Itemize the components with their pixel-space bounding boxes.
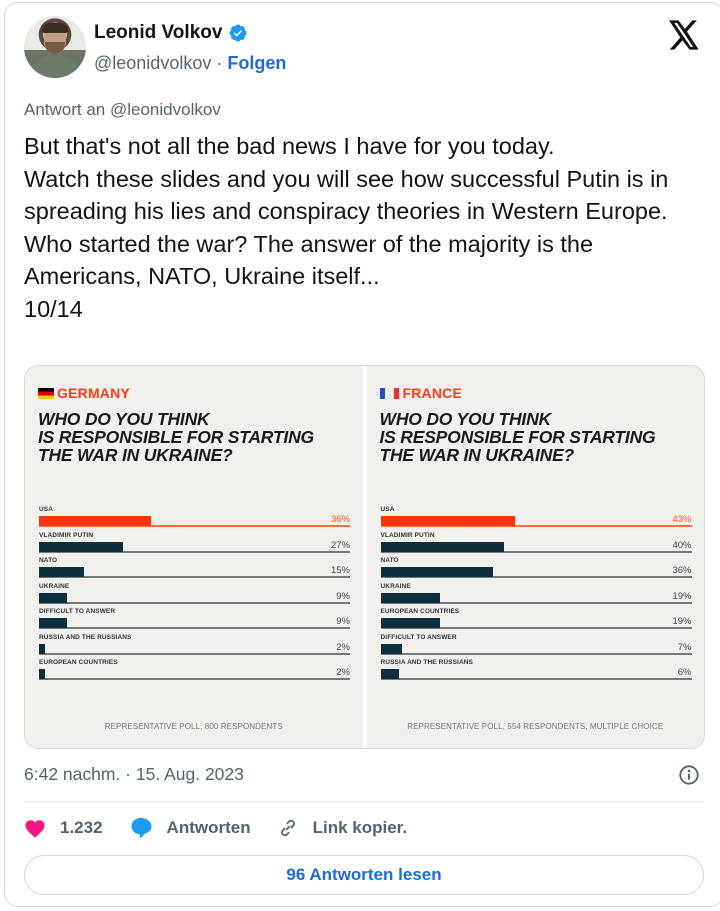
media-grid[interactable]: GERMANY WHO DO YOU THINK IS RESPONSIBLE … <box>24 365 705 749</box>
avatar[interactable] <box>24 16 86 78</box>
copy-link-label: Link kopier. <box>312 818 408 837</box>
bar-row: DIFFICULT TO ANSWER 9% <box>39 608 350 629</box>
country-header: GERMANY <box>38 385 130 401</box>
bar-chart: USA 36% VLADIMIR PUTIN 27% NATO 15% UKRA… <box>38 506 350 685</box>
country-header: FRANCE <box>379 385 463 401</box>
verified-badge-icon <box>229 24 247 42</box>
reply-label: Antworten <box>166 818 251 837</box>
country-label: FRANCE <box>402 385 463 401</box>
separator-dot: · <box>216 53 223 73</box>
france-flag-icon <box>379 387 400 399</box>
tweet-header: Leonid Volkov @leonidvolkov · Folgen <box>24 16 704 80</box>
bar-row: VLADIMIR PUTIN 40% <box>380 531 692 553</box>
germany-flag-icon <box>38 387 54 399</box>
bar-row: EUROPEAN COUNTRIES 19% <box>380 608 692 629</box>
reply-bubble-icon <box>131 818 152 839</box>
tweet-text: But that's not all the bad news I have f… <box>24 133 669 322</box>
tweet-meta: 6:42 nachm. · 15. Aug. 2023 <box>24 764 704 788</box>
slide-source-note: REPRESENTATIVE POLL, 554 RESPONDENTS, MU… <box>407 722 664 731</box>
slide-source-note: REPRESENTATIVE POLL, 800 RESPONDENTS <box>104 722 283 731</box>
divider <box>24 801 704 802</box>
author-name[interactable]: Leonid Volkov <box>94 22 223 43</box>
country-label: GERMANY <box>57 385 130 401</box>
x-logo-icon[interactable] <box>668 20 700 50</box>
bar-row: NATO 36% <box>380 557 692 578</box>
bar-row: USA 43% <box>380 506 692 527</box>
bar-row: RUSSIA AND THE RUSSIANS 6% <box>380 659 692 680</box>
slide-question: WHO DO YOU THINK IS RESPONSIBLE FOR STAR… <box>379 409 656 465</box>
info-icon[interactable] <box>678 764 700 786</box>
reply-button[interactable]: Antworten <box>129 816 251 840</box>
heart-icon <box>25 820 45 838</box>
timestamp[interactable]: 6:42 nachm. · 15. Aug. 2023 <box>24 764 244 784</box>
bar-chart: USA 43% VLADIMIR PUTIN 40% NATO 36% UKRA… <box>380 506 692 685</box>
bar-row: VLADIMIR PUTIN 27% <box>39 531 350 553</box>
bar-row: DIFFICULT TO ANSWER 7% <box>380 633 692 655</box>
slide-question: WHO DO YOU THINK IS RESPONSIBLE FOR STAR… <box>38 409 314 465</box>
author-name-row: Leonid Volkov <box>94 22 248 44</box>
bar-row: UKRAINE 19% <box>380 582 692 604</box>
link-icon <box>280 819 295 837</box>
bar-row: UKRAINE 9% <box>39 582 350 604</box>
bar-row: NATO 15% <box>39 557 350 578</box>
bar-row: EUROPEAN COUNTRIES 2% <box>39 659 350 680</box>
reply-to-label[interactable]: Antwort an @leonidvolkov <box>24 100 221 119</box>
author-handle[interactable]: @leonidvolkov <box>94 53 212 73</box>
like-button[interactable]: 1.232 <box>24 818 103 838</box>
slide-germany[interactable]: GERMANY WHO DO YOU THINK IS RESPONSIBLE … <box>25 366 363 748</box>
slide-france[interactable]: FRANCE WHO DO YOU THINK IS RESPONSIBLE F… <box>366 366 704 748</box>
like-count: 1.232 <box>60 818 103 837</box>
bar-row: RUSSIA AND THE RUSSIANS 2% <box>39 633 350 655</box>
follow-button[interactable]: Folgen <box>227 53 287 73</box>
action-bar: 1.232 Antworten Link kopier. <box>24 814 433 842</box>
author-handle-row: @leonidvolkov · Folgen <box>94 53 286 74</box>
bar-row: USA 36% <box>39 506 350 527</box>
read-replies-button[interactable]: 96 Antworten lesen <box>24 855 704 895</box>
copy-link-button[interactable]: Link kopier. <box>277 817 407 839</box>
